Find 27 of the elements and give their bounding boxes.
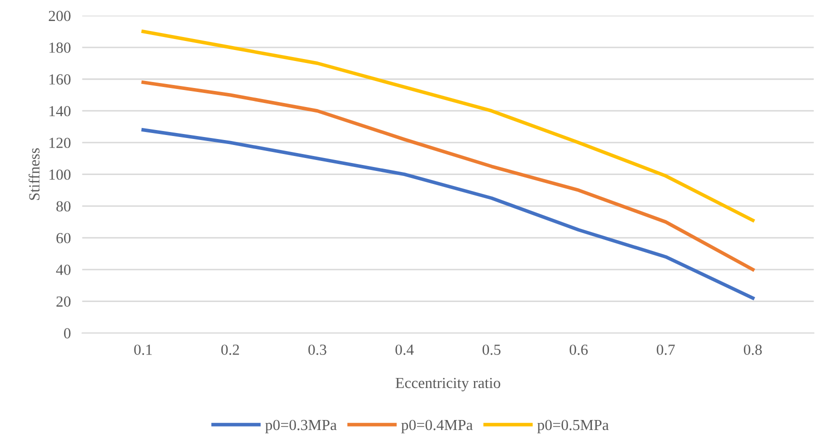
- x-tick-label: 0.7: [656, 344, 675, 355]
- x-tick-label: 0.5: [482, 344, 500, 355]
- x-tick-label: 0.8: [744, 344, 762, 355]
- line-series: [141, 128, 755, 300]
- y-tick-label: 100: [50, 169, 71, 180]
- x-tick-label: 0.2: [221, 344, 239, 355]
- y-tick-label: 60: [56, 232, 71, 244]
- x-tick-label: 0.6: [570, 344, 588, 355]
- y-tick-label: 120: [50, 138, 71, 148]
- line-series: [141, 30, 755, 222]
- y-tick-label: 80: [56, 201, 71, 212]
- x-axis-title: Eccentricity ratio: [396, 378, 500, 392]
- legend-label: p0=0.5MPa: [537, 420, 609, 434]
- y-tick-label: 20: [56, 296, 71, 307]
- y-axis-title: Stiffness: [28, 148, 40, 200]
- y-tick-label: 40: [56, 264, 71, 275]
- legend-label: p0=0.3MPa: [265, 420, 337, 434]
- legend-label: p0=0.4MPa: [401, 420, 473, 434]
- y-tick-label: 180: [50, 42, 71, 53]
- y-tick-label: 0: [64, 328, 71, 338]
- x-tick-label: 0.3: [308, 344, 326, 355]
- line-series: [141, 80, 755, 272]
- y-tick-label: 160: [50, 74, 71, 85]
- x-tick-label: 0.4: [395, 344, 414, 355]
- x-tick-label: 0.1: [134, 344, 152, 355]
- y-tick-label: 140: [50, 106, 71, 116]
- y-tick-label: 200: [48, 10, 71, 22]
